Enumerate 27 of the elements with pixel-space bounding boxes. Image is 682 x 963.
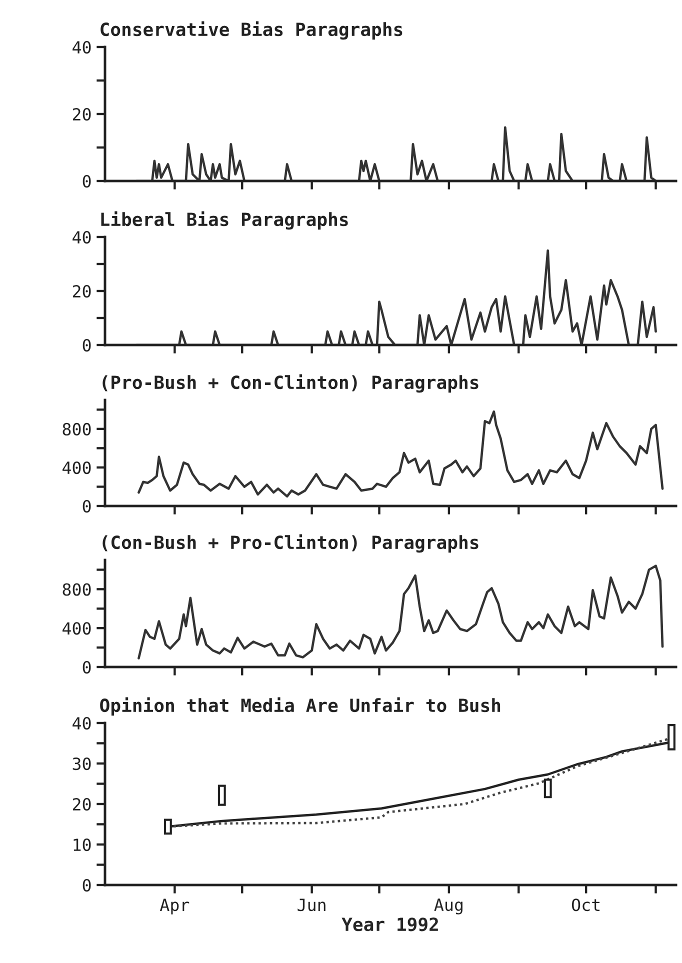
y-tick-label: 20: [72, 798, 91, 811]
chart-title: Conservative Bias Paragraphs: [100, 21, 402, 40]
y-tick-label: 800: [62, 583, 91, 596]
chart-title: (Con-Bush + Pro-Clinton) Paragraphs: [102, 534, 478, 553]
x-tick-label: Oct: [572, 898, 600, 912]
y-tick-label: 10: [74, 838, 91, 852]
y-tick-label: 0: [82, 175, 91, 188]
y-tick-label: 40: [72, 231, 91, 244]
y-tick-label: 400: [62, 622, 91, 635]
y-tick-label: 20: [72, 285, 91, 298]
y-tick-label: 800: [62, 422, 91, 436]
chart-title: (Pro-Bush + Con-Clinton) Paragraphs: [102, 374, 478, 393]
y-tick-label: 40: [72, 41, 91, 54]
x-tick-label: Jun: [298, 898, 326, 912]
y-tick-label: 20: [72, 108, 91, 121]
y-tick-label: 30: [72, 758, 91, 770]
y-tick-label: 40: [72, 717, 91, 730]
y-tick-label: 0: [82, 661, 91, 674]
x-tick-label: Aug: [434, 898, 462, 914]
x-tick-label: Apr: [160, 898, 190, 914]
y-tick-label: 0: [82, 500, 91, 513]
y-tick-label: 400: [62, 461, 91, 474]
chart-title: Liberal Bias Paragraphs: [101, 211, 348, 230]
x-axis-title: Year 1992: [342, 918, 438, 932]
chart-title: Opinion that Media Are Unfair to Bush: [100, 697, 500, 716]
y-tick-label: 0: [82, 879, 91, 892]
y-tick-label: 0: [82, 339, 91, 352]
